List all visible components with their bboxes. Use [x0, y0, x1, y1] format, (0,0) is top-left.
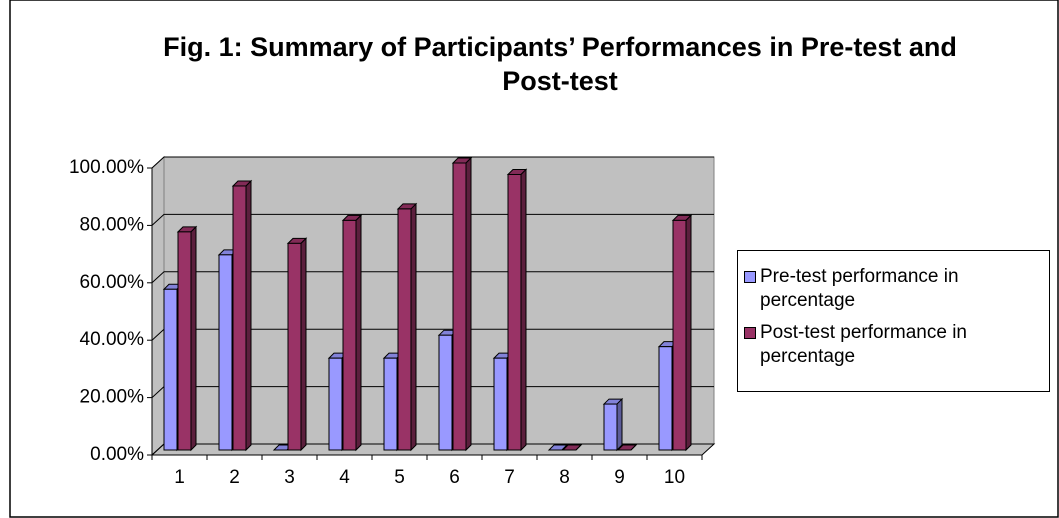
- bar-side: [410, 202, 417, 452]
- y-tick-label: 60.00%: [80, 272, 145, 293]
- bar: [493, 357, 508, 451]
- x-tick-label: 10: [664, 467, 685, 488]
- grid-line: [151, 156, 714, 169]
- bar-side: [575, 444, 582, 451]
- bar: [177, 231, 192, 451]
- side-wall: [151, 155, 165, 457]
- legend-label: Post-test performance in percentage: [760, 322, 967, 367]
- legend-swatch: [744, 327, 756, 339]
- bar-side: [630, 444, 637, 451]
- x-tick-label: 7: [504, 467, 515, 488]
- bar: [163, 288, 178, 451]
- bar: [397, 208, 412, 451]
- bar: [383, 357, 398, 451]
- legend-label: Pre-test performance in percentage: [760, 266, 959, 311]
- bar-side: [355, 214, 362, 452]
- legend: Pre-test performance in percentage Post-t…: [737, 250, 1050, 392]
- bar: [603, 403, 618, 451]
- bar: [507, 173, 522, 451]
- bar-side: [190, 225, 197, 452]
- bar: [672, 219, 687, 451]
- bar: [232, 185, 247, 451]
- legend-item: Post-test performance in percentage: [744, 321, 1043, 369]
- bar-side: [520, 168, 527, 452]
- x-tick-label: 8: [559, 467, 570, 488]
- chart-frame: [9, 0, 1059, 518]
- bar-side: [561, 444, 568, 451]
- bar: [218, 254, 233, 451]
- grid-line: [151, 271, 714, 284]
- y-tick-label: 40.00%: [80, 329, 145, 350]
- bar-side: [300, 237, 307, 452]
- x-tick-label: 1: [174, 467, 185, 488]
- chart-title: Fig. 1: Summary of Participants’ Perform…: [163, 32, 957, 96]
- x-tick-label: 5: [394, 467, 405, 488]
- bar-side: [685, 214, 692, 452]
- bar: [452, 162, 467, 451]
- bar: [342, 219, 357, 451]
- x-tick-label: 4: [339, 467, 350, 488]
- x-tick-label: 3: [284, 467, 295, 488]
- bar: [658, 346, 673, 451]
- x-tick-label: 6: [449, 467, 460, 488]
- y-tick-label: 80.00%: [80, 214, 145, 235]
- x-tick-label: 2: [229, 467, 240, 488]
- bar-side: [245, 179, 252, 452]
- y-tick-label: 20.00%: [80, 387, 145, 408]
- bar: [328, 357, 343, 451]
- legend-swatch: [744, 271, 756, 283]
- y-tick-label: 0.00%: [90, 444, 144, 465]
- x-tick-label: 9: [614, 467, 625, 488]
- bar: [287, 242, 302, 451]
- grid-line: [151, 213, 714, 226]
- bar-side: [465, 156, 472, 452]
- bar: [438, 334, 453, 451]
- legend-item: Pre-test performance in percentage: [744, 265, 1043, 313]
- y-tick-label: 100.00%: [69, 157, 144, 178]
- bar-side: [616, 397, 623, 452]
